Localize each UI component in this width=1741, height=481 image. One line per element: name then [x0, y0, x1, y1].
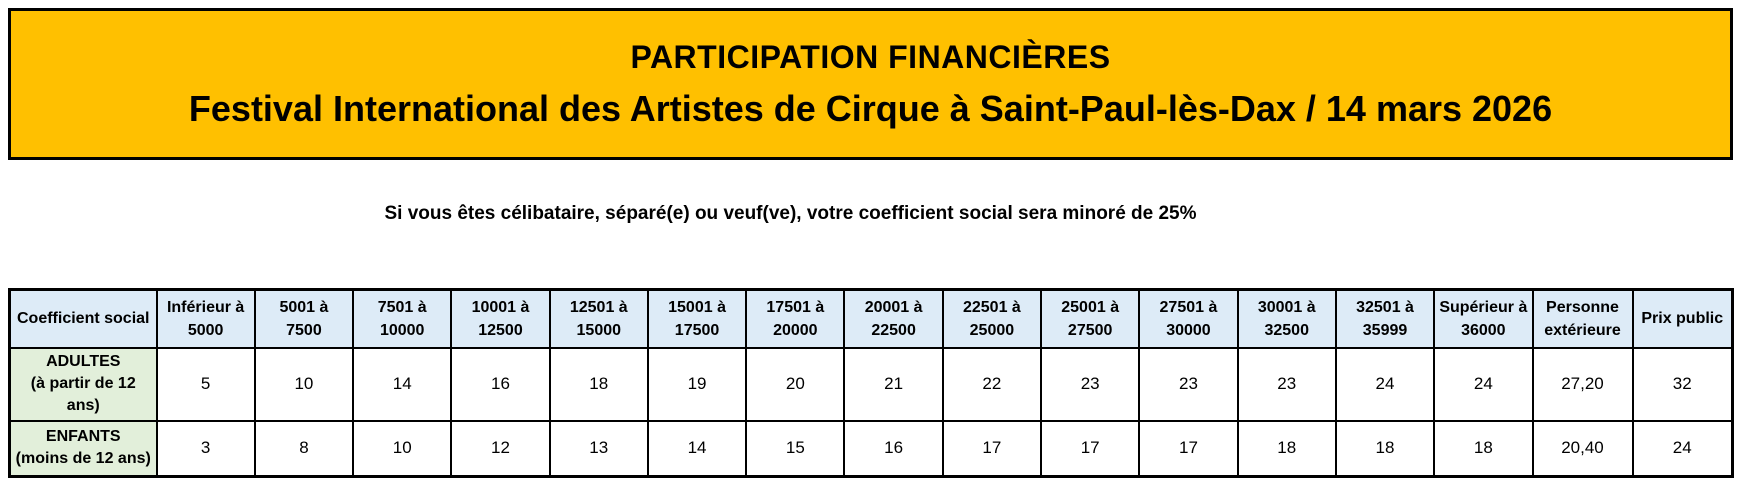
column-header: 17501 à 20000 — [745, 288, 846, 349]
price-cell: 18 — [1236, 419, 1337, 478]
price-cell: 21 — [843, 346, 944, 422]
table-body: ADULTES (à partir de 12 ans) 5 10 14 16 18 19 2… — [8, 346, 1734, 478]
price-cell: 16 — [843, 419, 944, 478]
column-header: Supérieur à 36000 — [1433, 288, 1534, 349]
pricing-table: Coefficient social Inférieur à 5000 5001 … — [8, 288, 1734, 479]
price-cell: 15 — [745, 419, 846, 478]
header-row: Coefficient social Inférieur à 5000 5001 … — [8, 288, 1734, 349]
price-cell: 24 — [1631, 419, 1734, 478]
price-cell: 18 — [1433, 419, 1534, 478]
discount-note: Si vous êtes célibataire, séparé(e) ou v… — [384, 203, 1197, 224]
price-cell: 17 — [1040, 419, 1141, 478]
row-label: ADULTES (à partir de 12 ans) — [8, 346, 158, 422]
price-cell: 24 — [1334, 346, 1436, 422]
column-header: 10001 à 12500 — [450, 288, 551, 349]
banner-subtitle: Festival International des Artistes de C… — [188, 87, 1553, 129]
column-header: 25001 à 27500 — [1040, 288, 1141, 349]
price-cell: 5 — [155, 346, 256, 422]
corner-header-cell: Coefficient social — [8, 288, 158, 349]
column-header: 22501 à 25000 — [941, 288, 1043, 349]
price-cell: 8 — [253, 419, 355, 478]
price-cell: 18 — [1334, 419, 1436, 478]
column-header: 32501 à 35999 — [1334, 288, 1436, 349]
price-cell: 27,20 — [1531, 346, 1634, 422]
column-header: Prix public — [1631, 288, 1734, 349]
price-cell: 17 — [941, 419, 1043, 478]
price-cell: 20,40 — [1531, 419, 1634, 478]
table-row: ENFANTS (moins de 12 ans) 3 8 10 12 13 14 15 16 1… — [8, 419, 1734, 478]
column-header: 15001 à 17500 — [646, 288, 748, 349]
price-cell: 23 — [1040, 346, 1141, 422]
column-header: Inférieur à 5000 — [155, 288, 256, 349]
column-header: 30001 à 32500 — [1236, 288, 1337, 349]
price-cell: 24 — [1433, 346, 1534, 422]
price-cell: 10 — [253, 346, 355, 422]
row-label: ENFANTS (moins de 12 ans) — [8, 419, 158, 478]
column-header: 5001 à 7500 — [253, 288, 355, 349]
banner: PARTICIPATION FINANCIÈRES Festival Inter… — [8, 8, 1733, 160]
price-cell: 20 — [745, 346, 846, 422]
column-header: Personne extérieure — [1531, 288, 1634, 349]
price-cell: 23 — [1138, 346, 1239, 422]
column-header: 12501 à 15000 — [548, 288, 649, 349]
price-cell: 16 — [450, 346, 551, 422]
price-cell: 23 — [1236, 346, 1337, 422]
price-cell: 12 — [450, 419, 551, 478]
price-cell: 32 — [1631, 346, 1734, 422]
price-cell: 14 — [646, 419, 748, 478]
price-cell: 13 — [548, 419, 649, 478]
column-header: 7501 à 10000 — [352, 288, 453, 349]
price-cell: 18 — [548, 346, 649, 422]
column-header: 27501 à 30000 — [1138, 288, 1239, 349]
price-cell: 14 — [352, 346, 453, 422]
note-wrapper: Si vous êtes célibataire, séparé(e) ou v… — [8, 203, 1573, 225]
price-cell: 3 — [155, 419, 256, 478]
price-cell: 17 — [1138, 419, 1239, 478]
price-cell: 10 — [352, 419, 453, 478]
banner-title: PARTICIPATION FINANCIÈRES — [630, 38, 1111, 75]
table-row: ADULTES (à partir de 12 ans) 5 10 14 16 18 19 2… — [8, 346, 1734, 422]
price-cell: 22 — [941, 346, 1043, 422]
price-cell: 19 — [646, 346, 748, 422]
column-header: 20001 à 22500 — [843, 288, 944, 349]
